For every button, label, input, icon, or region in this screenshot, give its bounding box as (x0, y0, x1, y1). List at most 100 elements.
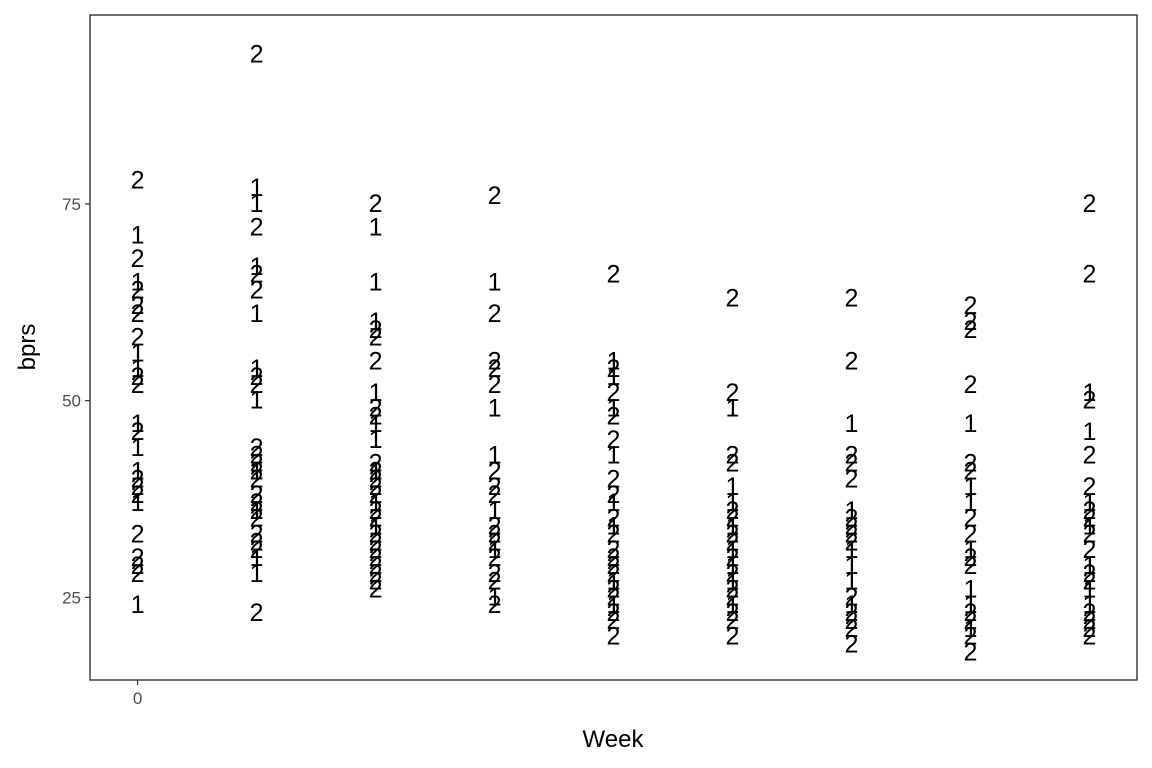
data-point-group-1: 1 (1082, 591, 1096, 619)
data-point-group-2: 2 (726, 560, 740, 588)
x-axis-title: Week (583, 726, 645, 753)
data-point-group-1: 1 (963, 410, 977, 438)
data-point-group-2: 2 (963, 552, 977, 580)
data-point-group-2: 2 (131, 363, 145, 391)
data-point-group-2: 2 (369, 536, 383, 564)
data-point-group-1: 1 (488, 536, 502, 564)
data-point-group-2: 2 (131, 300, 145, 328)
data-point-group-2: 2 (845, 284, 859, 312)
data-point-group-1: 1 (1082, 513, 1096, 541)
data-point-group-2: 2 (845, 599, 859, 627)
data-point-group-2: 2 (845, 450, 859, 478)
data-point-group-2: 2 (607, 583, 621, 611)
data-point-group-1: 1 (607, 513, 621, 541)
data-point-group-2: 2 (369, 465, 383, 493)
data-point-group-2: 2 (607, 544, 621, 572)
data-point-group-1: 1 (607, 363, 621, 391)
data-point-group-1: 1 (726, 552, 740, 580)
data-point-group-2: 2 (963, 457, 977, 485)
data-point-group-2: 2 (726, 599, 740, 627)
data-point-group-1: 1 (131, 434, 145, 462)
y-tick-label: 25 (62, 588, 81, 607)
data-point-group-2: 2 (369, 316, 383, 344)
data-point-group-2: 2 (845, 465, 859, 493)
x-tick-label: 0 (133, 689, 142, 708)
data-point-group-2: 2 (607, 402, 621, 430)
data-point-group-2: 2 (369, 505, 383, 533)
data-point-group-2: 2 (845, 442, 859, 470)
data-point-group-2: 2 (607, 481, 621, 509)
data-point-group-2: 2 (726, 583, 740, 611)
data-point-group-1: 1 (845, 410, 859, 438)
data-point-group-1: 1 (131, 221, 145, 249)
data-point-group-1: 1 (131, 355, 145, 383)
data-point-group-2: 2 (369, 520, 383, 548)
data-point-group-2: 2 (250, 40, 264, 68)
data-point-group-2: 2 (726, 442, 740, 470)
data-point-group-2: 2 (369, 450, 383, 478)
data-point-group-2: 2 (369, 457, 383, 485)
data-point-group-2: 2 (845, 347, 859, 375)
data-point-group-1: 1 (369, 269, 383, 297)
data-point-group-1: 1 (131, 591, 145, 619)
data-point-group-2: 2 (250, 489, 264, 517)
data-point-group-1: 1 (726, 568, 740, 596)
data-point-group-1: 1 (369, 426, 383, 454)
data-point-group-2: 2 (963, 607, 977, 635)
data-point-group-2: 2 (250, 599, 264, 627)
data-point-group-2: 2 (726, 379, 740, 407)
data-point-group-1: 1 (963, 575, 977, 603)
data-point-group-2: 2 (726, 284, 740, 312)
data-point-group-2: 2 (607, 355, 621, 383)
data-point-group-1: 1 (488, 269, 502, 297)
data-point-group-2: 2 (726, 520, 740, 548)
data-point-group-2: 2 (845, 607, 859, 635)
data-point-group-2: 2 (488, 457, 502, 485)
data-point-group-2: 2 (1082, 520, 1096, 548)
data-point-group-2: 2 (1082, 190, 1096, 218)
data-point-group-2: 2 (607, 505, 621, 533)
data-point-group-2: 2 (488, 182, 502, 210)
data-point-group-2: 2 (131, 245, 145, 273)
data-point-group-2: 2 (250, 497, 264, 525)
data-point-group-2: 2 (963, 316, 977, 344)
data-point-group-2: 2 (607, 379, 621, 407)
data-point-group-2: 2 (250, 276, 264, 304)
data-point-group-1: 1 (250, 174, 264, 202)
data-point-group-2: 2 (488, 371, 502, 399)
data-point-group-2: 2 (963, 371, 977, 399)
data-point-group-2: 2 (250, 213, 264, 241)
data-point-group-1: 1 (369, 308, 383, 336)
data-point-group-1: 1 (369, 513, 383, 541)
data-point-group-1: 1 (845, 552, 859, 580)
data-point-group-2: 2 (845, 520, 859, 548)
data-point-group-1: 1 (250, 300, 264, 328)
data-point-group-2: 2 (369, 544, 383, 572)
data-point-group-1: 1 (250, 355, 264, 383)
data-point-group-2: 2 (369, 552, 383, 580)
x-axis: 0 (133, 680, 142, 708)
data-point-group-2: 2 (369, 347, 383, 375)
data-point-group-2: 2 (1082, 536, 1096, 564)
data-point-group-1: 1 (369, 410, 383, 438)
data-point-group-2: 2 (250, 505, 264, 533)
data-point-group-2: 2 (369, 568, 383, 596)
data-point-group-2: 2 (488, 347, 502, 375)
data-point-group-1: 1 (250, 560, 264, 588)
data-point-group-2: 2 (369, 575, 383, 603)
data-point-group-2: 2 (963, 520, 977, 548)
data-point-group-2: 2 (369, 481, 383, 509)
y-axis-title: bprs (14, 324, 41, 371)
data-point-group-1: 1 (963, 591, 977, 619)
data-point-group-1: 1 (488, 583, 502, 611)
data-point-group-2: 2 (1082, 615, 1096, 643)
data-point-group-2: 2 (726, 497, 740, 525)
data-point-group-1: 1 (607, 489, 621, 517)
data-point-group-1: 1 (1082, 489, 1096, 517)
data-point-group-1: 1 (131, 489, 145, 517)
data-point-group-2: 2 (250, 371, 264, 399)
data-point-group-1: 1 (369, 457, 383, 485)
data-point-group-2: 2 (607, 520, 621, 548)
data-point-group-1: 1 (250, 497, 264, 525)
